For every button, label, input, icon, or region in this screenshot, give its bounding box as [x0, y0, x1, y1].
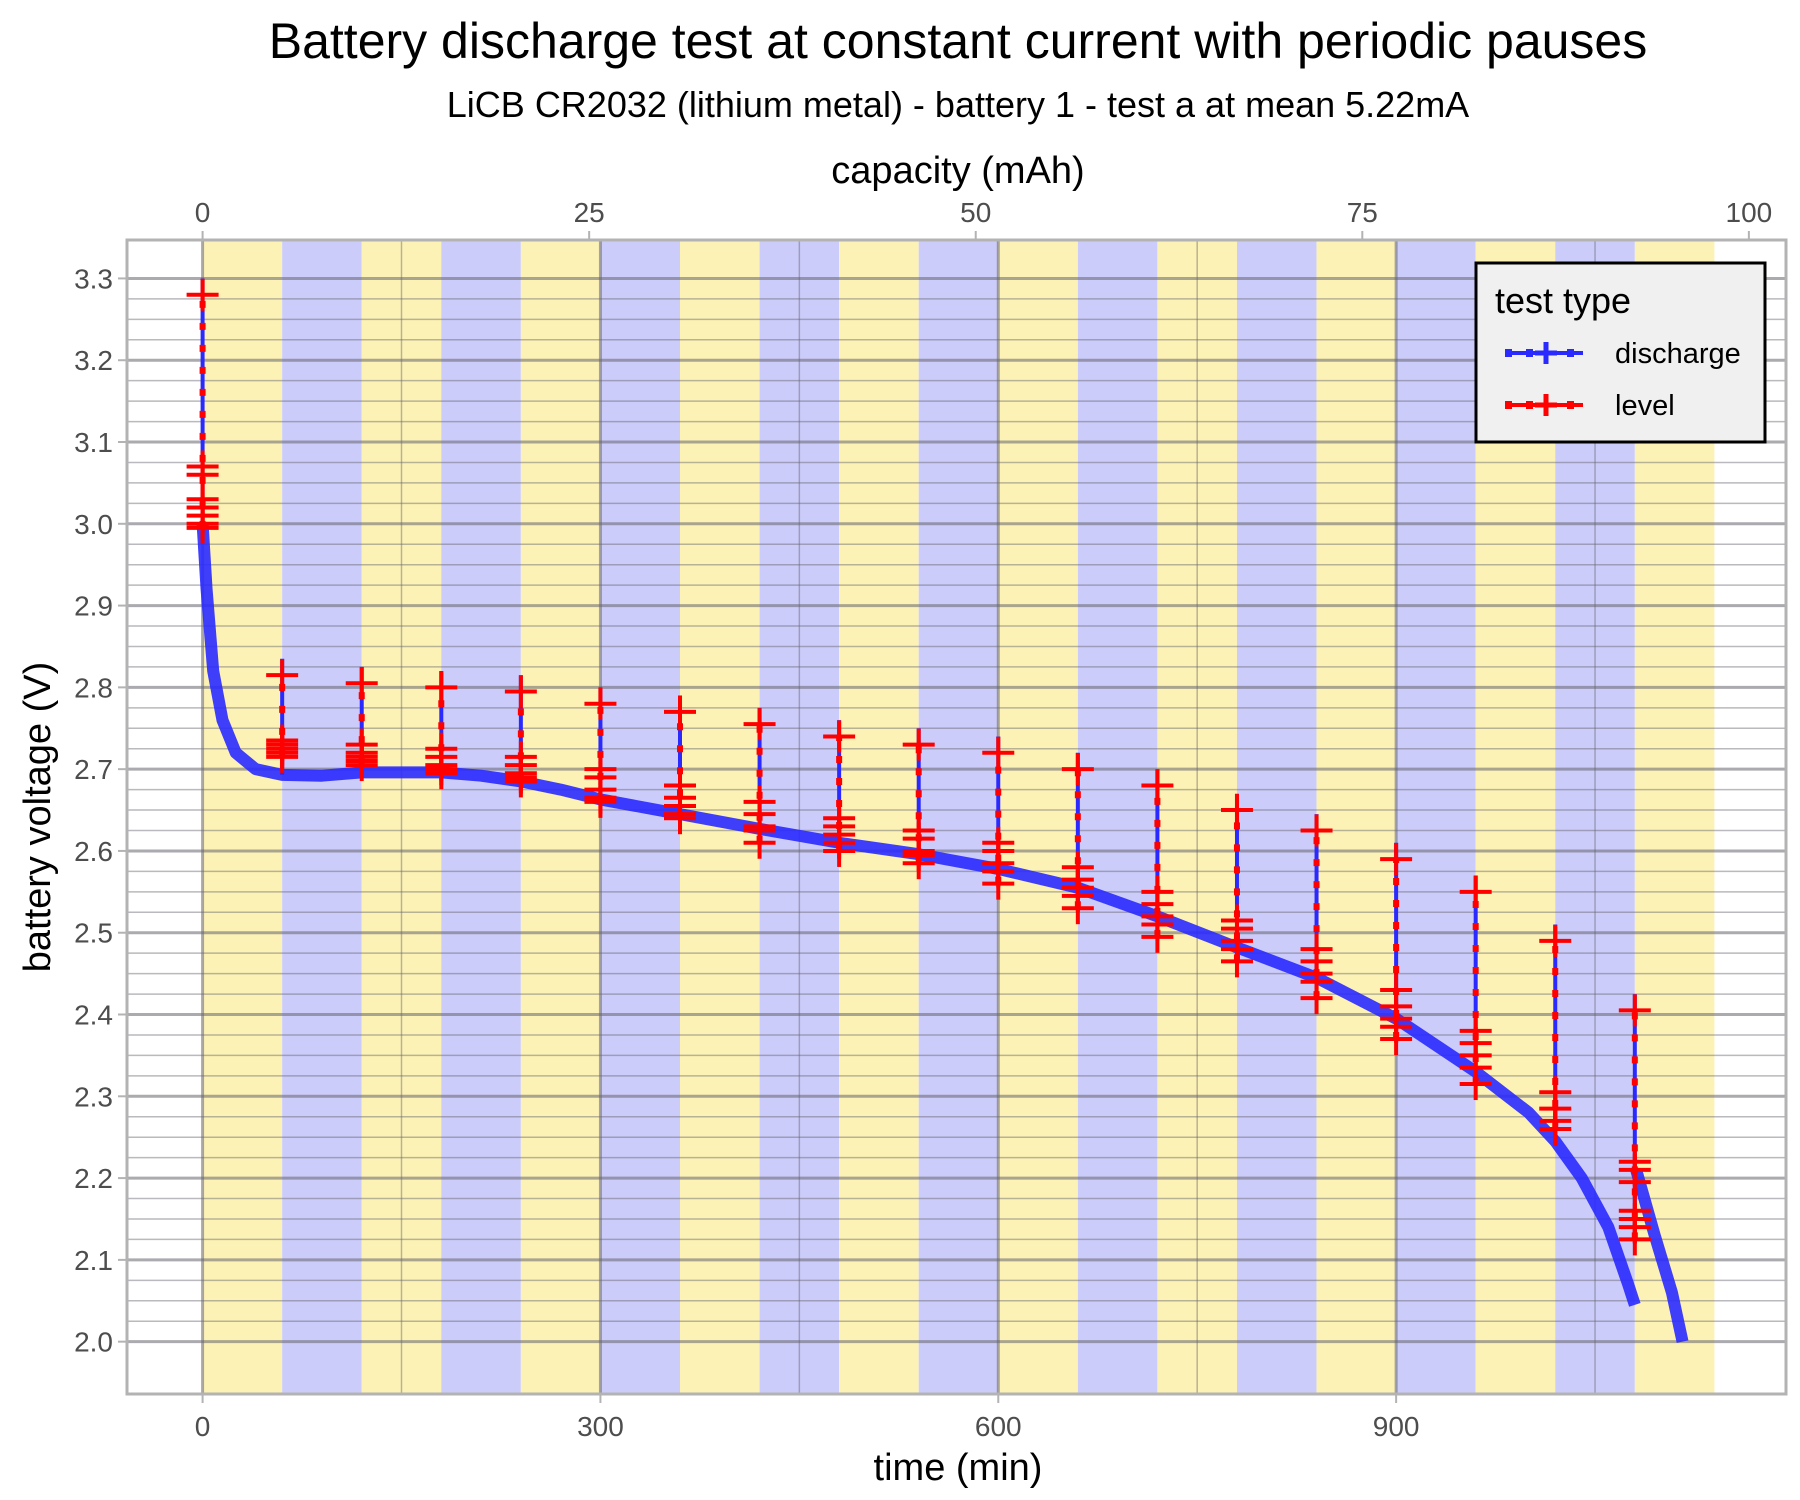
level-point — [1618, 1166, 1651, 1199]
y-tick-label: 2.1 — [74, 1245, 113, 1276]
level-point — [982, 736, 1015, 769]
x2-tick-label: 100 — [1726, 197, 1773, 228]
legend-key-dot — [1567, 401, 1574, 409]
level-point — [1459, 875, 1492, 908]
chart-subtitle: LiCB CR2032 (lithium metal) - battery 1 … — [447, 84, 1469, 125]
level-point — [1300, 982, 1333, 1015]
y-tick-label: 2.0 — [74, 1327, 113, 1358]
background-band — [520, 240, 601, 1394]
level-point — [664, 802, 696, 835]
x2-tick-label: 25 — [574, 197, 605, 228]
level-point — [345, 749, 378, 782]
y-axis-title: battery voltage (V) — [17, 662, 59, 972]
x-axis-title: time (min) — [874, 1447, 1043, 1489]
legend-label-level: level — [1615, 390, 1675, 422]
axes: 2.0 2.1 2.2 2.3 2.4 2.5 2.6 2.7 2.8 2.9 3.0 3.1 3.2 3… — [74, 197, 1772, 1442]
x-tick-label: 900 — [1373, 1411, 1420, 1442]
legend-key-level — [1505, 394, 1583, 416]
level-point — [345, 667, 378, 700]
gridlines — [127, 240, 1786, 1394]
background-band — [1077, 240, 1158, 1394]
y-tick-label: 3.1 — [74, 427, 113, 458]
level-point — [1300, 814, 1333, 847]
level-point — [1141, 920, 1174, 953]
y-tick-label: 3.3 — [74, 263, 113, 294]
level-point — [1141, 769, 1174, 802]
level-point — [1459, 1068, 1492, 1101]
x2-tick-label: 50 — [960, 197, 991, 228]
level-point — [1618, 1223, 1651, 1256]
chart-title: Battery discharge test at constant curre… — [269, 13, 1648, 69]
level-point — [584, 785, 617, 818]
y-tick-label: 2.7 — [74, 754, 113, 785]
x-tick-label: 0 — [195, 1411, 211, 1442]
background-band — [441, 240, 521, 1394]
y-tick-label: 3.0 — [74, 509, 113, 540]
background-band — [998, 240, 1078, 1394]
level-point — [664, 695, 696, 728]
legend: test type discharge level — [1474, 261, 1767, 444]
background-band — [361, 240, 442, 1394]
x-tick-label: 600 — [975, 1411, 1022, 1442]
y-tick-label: 2.8 — [74, 672, 113, 703]
background-band — [1316, 240, 1397, 1394]
legend-key-dot — [1526, 349, 1533, 357]
y-tick-label: 2.9 — [74, 591, 113, 622]
legend-key-discharge — [1505, 342, 1583, 364]
background-band — [918, 240, 999, 1394]
level-point — [1061, 892, 1094, 925]
level-point — [504, 675, 537, 708]
level-point — [425, 671, 458, 704]
x-tick-label: 300 — [577, 1411, 624, 1442]
level-point — [1380, 843, 1413, 876]
plot-panel-border — [125, 238, 1788, 1396]
level-point — [266, 740, 299, 773]
legend-key-dot — [1526, 401, 1533, 409]
background-band — [1157, 240, 1237, 1394]
level-point — [425, 757, 458, 790]
background-band — [282, 240, 362, 1394]
level-point — [504, 765, 537, 798]
level-point — [743, 708, 776, 741]
discharge-line — [1630, 1168, 1689, 1343]
level-point — [186, 511, 219, 544]
background-band — [1396, 240, 1476, 1394]
level-point — [1618, 994, 1651, 1027]
level-point — [823, 720, 856, 753]
level-point — [743, 826, 776, 859]
level-point — [982, 867, 1015, 900]
legend-label-discharge: discharge — [1615, 338, 1741, 370]
legend-key-dot — [1505, 401, 1512, 409]
y-tick-label: 3.2 — [74, 345, 113, 376]
legend-key-dot — [1567, 349, 1574, 357]
plot-series — [186, 278, 1689, 1343]
legend-key-dot — [1505, 349, 1512, 357]
background-band — [1236, 240, 1317, 1394]
y-tick-label: 2.3 — [74, 1081, 113, 1112]
y-tick-label: 2.4 — [74, 1000, 113, 1031]
level-point — [584, 687, 617, 720]
legend-title: test type — [1495, 280, 1631, 321]
level-point — [1220, 945, 1253, 978]
level-point — [823, 834, 856, 867]
y-tick-label: 2.6 — [74, 836, 113, 867]
level-point — [1539, 1113, 1572, 1146]
y-tick-label: 2.2 — [74, 1163, 113, 1194]
x2-tick-label: 0 — [195, 197, 211, 228]
x2-tick-label: 75 — [1347, 197, 1378, 228]
level-point — [902, 728, 935, 761]
y-tick-label: 2.5 — [74, 918, 113, 949]
level-point — [1061, 753, 1094, 786]
level-point — [1539, 924, 1572, 957]
background-band — [202, 240, 283, 1394]
level-point — [186, 278, 219, 311]
level-point — [902, 847, 935, 880]
legend-keys — [1505, 342, 1583, 416]
top-axis-title: capacity (mAh) — [831, 150, 1084, 192]
level-point — [266, 659, 299, 692]
level-point — [1220, 794, 1253, 827]
level-point — [1380, 1023, 1413, 1056]
